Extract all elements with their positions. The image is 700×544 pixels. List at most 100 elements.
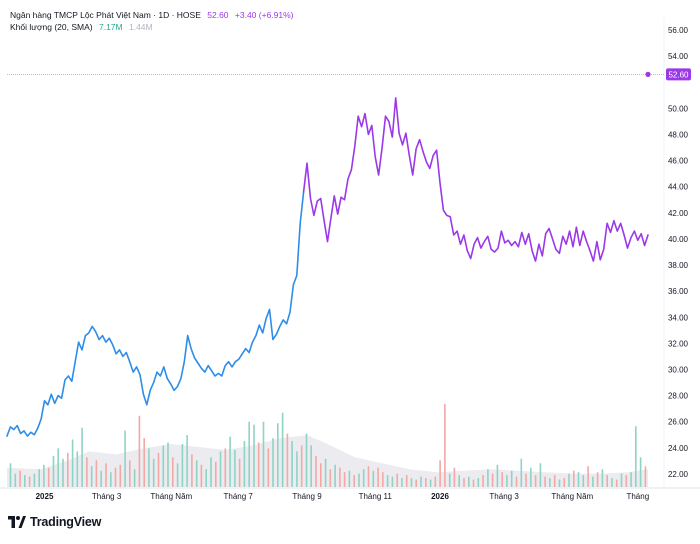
x-tick-label: Tháng Năm [551, 492, 593, 501]
volume-bar-17 [90, 466, 93, 487]
volume-bar-69 [339, 467, 341, 487]
volume-bar-86 [420, 476, 422, 487]
volume-bar-56 [277, 423, 279, 487]
volume-bar-132 [639, 457, 642, 487]
tradingview-logo-icon [8, 516, 26, 528]
volume-bar-110 [534, 475, 537, 487]
volume-bar-85 [415, 479, 417, 487]
volume-bar-94 [458, 475, 460, 487]
volume-bar-61 [300, 445, 303, 487]
volume-bar-57 [281, 412, 284, 487]
volume-bar-39 [195, 460, 198, 487]
volume-bar-122 [592, 476, 594, 487]
volume-bar-59 [291, 441, 293, 487]
volume-sma-area [7, 435, 648, 487]
volume-bar-6 [38, 469, 40, 487]
y-tick-label: 24.00 [668, 444, 689, 453]
volume-bar-58 [286, 433, 289, 487]
volume-bar-96 [468, 476, 470, 487]
volume-bar-76 [372, 470, 375, 487]
y-tick-label: 44.00 [668, 183, 689, 192]
volume-bar-75 [367, 466, 370, 487]
volume-bar-104 [506, 475, 508, 487]
volume-bar-107 [520, 458, 523, 487]
volume-bar-18 [95, 460, 98, 487]
volume-bar-21 [110, 472, 112, 487]
volume-bar-95 [463, 478, 465, 487]
volume-bar-24 [124, 430, 126, 487]
price-series-1 [302, 97, 649, 262]
volume-bar-121 [587, 466, 589, 487]
volume-bar-2 [19, 470, 21, 487]
volume-bar-48 [238, 458, 241, 487]
last-price-marker [645, 71, 651, 77]
volume-bar-54 [267, 448, 270, 487]
volume-bar-66 [324, 458, 327, 487]
volume-bar-64 [315, 455, 317, 487]
volume-bar-50 [248, 421, 250, 487]
tradingview-logo[interactable]: TradingView [8, 513, 101, 531]
x-tick-label: Tháng 7 [224, 492, 254, 501]
volume-bar-53 [262, 421, 265, 487]
volume-bar-111 [539, 463, 542, 487]
volume-header: Khối lượng (20, SMA) 7.17M 1.44M [10, 22, 153, 32]
volume-bar-29 [148, 448, 150, 487]
volume-sma-value: 1.44M [128, 22, 153, 32]
volume-bar-33 [167, 442, 169, 487]
volume-bar-89 [434, 476, 437, 487]
x-tick-label: Tháng 3 [489, 492, 519, 501]
y-tick-label: 38.00 [668, 261, 689, 270]
volume-bar-82 [401, 478, 403, 487]
volume-bar-20 [105, 463, 107, 487]
volume-bar-97 [472, 479, 475, 487]
volume-bar-118 [573, 470, 575, 487]
x-tick-label: Tháng 11 [359, 492, 393, 501]
volume-bar-125 [606, 475, 608, 487]
last-price-label-bg [666, 68, 691, 81]
volume-bar-77 [377, 467, 379, 487]
volume-bar-68 [334, 464, 336, 488]
y-tick-label: 32.00 [668, 339, 689, 348]
y-tick-label: 54.00 [668, 52, 689, 61]
volume-bar-11 [62, 458, 64, 487]
volume-bar-91 [444, 403, 446, 487]
volume-bar-83 [405, 475, 408, 487]
volume-bar-99 [482, 475, 484, 487]
volume-bar-3 [24, 475, 26, 487]
y-tick-label: 42.00 [668, 209, 689, 218]
y-tick-label: 30.00 [668, 366, 689, 375]
volume-bar-119 [577, 472, 580, 487]
volume-bar-27 [138, 415, 141, 487]
volume-bar-52 [257, 442, 260, 487]
volume-bar-60 [296, 451, 298, 487]
volume-bar-7 [43, 464, 45, 488]
volume-bar-87 [425, 478, 427, 487]
volume-bar-14 [76, 451, 79, 487]
volume-bar-0 [9, 463, 12, 487]
y-tick-label: 40.00 [668, 235, 689, 244]
y-tick-label: 22.00 [668, 470, 689, 479]
logo-text: TradingView [30, 515, 102, 529]
volume-bar-72 [353, 475, 355, 487]
volume-bar-112 [544, 476, 546, 487]
volume-bar-114 [553, 475, 556, 487]
symbol-title: Ngân hàng TMCP Lộc Phát Việt Nam · 1D · … [10, 10, 201, 20]
volume-bar-73 [358, 473, 360, 487]
volume-bar-30 [152, 458, 155, 487]
x-tick-label: Tháng 9 [292, 492, 322, 501]
volume-bar-124 [601, 469, 604, 487]
volume-bar-4 [28, 476, 31, 487]
y-tick-label: 34.00 [668, 313, 689, 322]
volume-bar-90 [439, 460, 441, 487]
volume-bar-129 [625, 475, 628, 487]
volume-bar-100 [487, 469, 489, 487]
volume-bar-12 [67, 452, 69, 487]
volume-bar-78 [382, 472, 384, 487]
volume-bar-108 [525, 473, 527, 487]
volume-bar-103 [501, 472, 503, 487]
volume-bar-22 [114, 467, 117, 487]
volume-bar-13 [71, 439, 74, 487]
volume-bar-92 [448, 473, 451, 487]
volume-bar-25 [129, 460, 131, 487]
